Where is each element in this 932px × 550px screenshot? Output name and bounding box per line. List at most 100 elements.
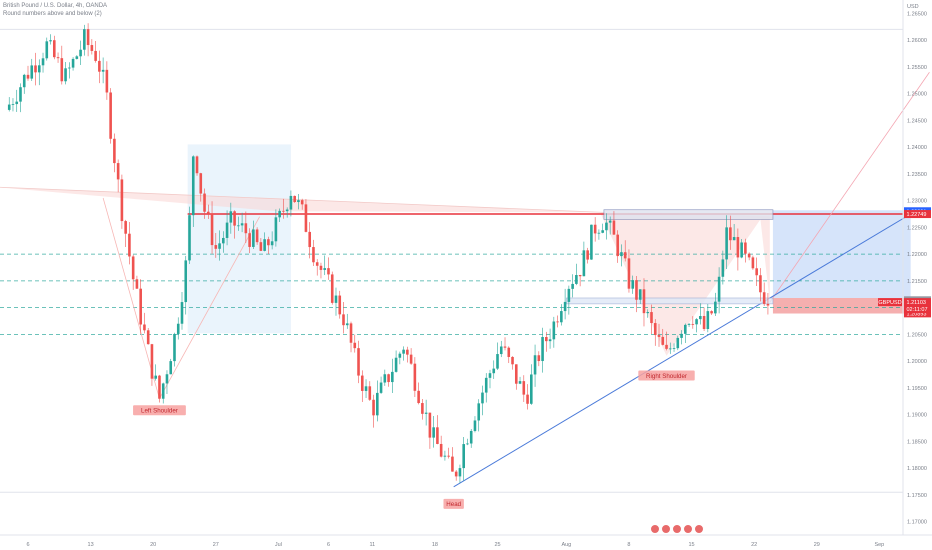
candle-108 xyxy=(413,357,417,397)
candle-body xyxy=(638,289,642,300)
candle-14 xyxy=(60,45,64,85)
candle-body xyxy=(503,346,507,348)
y-tick-7: 1.20500 xyxy=(907,332,927,338)
candle-body xyxy=(349,323,353,343)
candle-body xyxy=(379,382,383,393)
candle-body xyxy=(571,283,574,289)
candle-101 xyxy=(387,373,390,387)
candle-169 xyxy=(642,278,646,327)
candle-171 xyxy=(650,304,653,334)
candle-131 xyxy=(499,340,503,358)
candle-body xyxy=(522,381,526,395)
candle-body xyxy=(511,356,514,365)
candle-body xyxy=(488,373,492,378)
candle-body xyxy=(52,40,56,58)
candle-110 xyxy=(421,398,424,420)
candle-81 xyxy=(312,239,315,266)
candle-body xyxy=(135,279,139,289)
candle-body xyxy=(364,386,368,391)
candle-body xyxy=(90,45,94,51)
candle-24 xyxy=(98,50,101,84)
price-tag-3-bg xyxy=(904,309,931,318)
candle-body xyxy=(387,374,390,383)
candle-body xyxy=(691,323,695,325)
candle-135 xyxy=(514,364,518,390)
candle-193 xyxy=(732,223,736,241)
candle-body xyxy=(601,230,604,233)
candle-body xyxy=(406,349,409,355)
candle-31 xyxy=(124,219,127,247)
candle-body xyxy=(300,200,304,205)
candle-106 xyxy=(406,346,409,363)
left-shoulder-line-b xyxy=(159,216,260,399)
candle-184 xyxy=(699,303,702,325)
candle-46 xyxy=(180,291,184,330)
candle-body xyxy=(747,253,751,258)
candle-38 xyxy=(150,343,154,386)
candle-11 xyxy=(49,34,52,45)
candle-body xyxy=(128,233,131,257)
candle-body xyxy=(436,427,439,444)
candle-body xyxy=(383,374,387,383)
event-icon xyxy=(661,524,671,534)
candle-body xyxy=(484,377,488,393)
label-head-text: Head xyxy=(446,501,461,508)
candle-179 xyxy=(680,330,683,345)
candle-body xyxy=(421,403,424,414)
candle-body xyxy=(646,312,650,314)
candle-body xyxy=(605,222,608,231)
event-icon xyxy=(683,524,693,534)
candle-body xyxy=(672,348,676,349)
candle-body xyxy=(255,229,259,243)
candle-body xyxy=(424,412,428,414)
indicator-label: Round numbers above and below (2) xyxy=(3,11,102,17)
candle-body xyxy=(353,342,357,349)
candle-9 xyxy=(41,52,45,73)
candle-body xyxy=(533,355,537,375)
y-tick-5: 1.19500 xyxy=(907,386,927,392)
candle-149 xyxy=(567,285,571,315)
candle-95 xyxy=(364,379,368,398)
candle-29 xyxy=(116,159,120,193)
candle-47 xyxy=(184,255,188,315)
candle-body xyxy=(402,349,405,354)
candle-36 xyxy=(143,312,146,334)
candle-98 xyxy=(376,380,379,422)
candle-60 xyxy=(233,210,236,239)
candle-body xyxy=(368,386,372,400)
candle-177 xyxy=(672,343,676,352)
candle-body xyxy=(627,258,631,289)
candle-35 xyxy=(139,279,142,334)
candle-body xyxy=(342,314,345,326)
candle-body xyxy=(206,211,210,214)
candle-body xyxy=(631,280,635,289)
candle-body xyxy=(541,337,544,362)
candle-body xyxy=(229,211,233,223)
candle-body xyxy=(195,156,199,174)
candle-15 xyxy=(64,62,67,85)
candle-109 xyxy=(417,382,420,405)
candle-148 xyxy=(563,288,567,320)
candle-192 xyxy=(729,215,732,250)
candle-84 xyxy=(323,255,327,276)
candle-165 xyxy=(627,249,631,293)
candle-103 xyxy=(394,350,398,373)
candle-body xyxy=(19,87,22,102)
candle-body xyxy=(481,392,484,404)
candle-8 xyxy=(37,59,41,86)
candle-90 xyxy=(345,313,349,329)
candle-152 xyxy=(578,274,582,287)
candle-body xyxy=(680,333,683,338)
candle-body xyxy=(274,217,278,242)
event-icon xyxy=(650,524,660,534)
candle-161 xyxy=(612,211,616,235)
candle-19 xyxy=(79,40,82,65)
candle-body xyxy=(751,257,755,269)
candle-146 xyxy=(556,315,559,328)
candle-157 xyxy=(597,229,601,240)
y-tick-14: 1.24000 xyxy=(907,145,927,151)
candle-71 xyxy=(274,209,278,247)
candle-185 xyxy=(702,307,706,331)
